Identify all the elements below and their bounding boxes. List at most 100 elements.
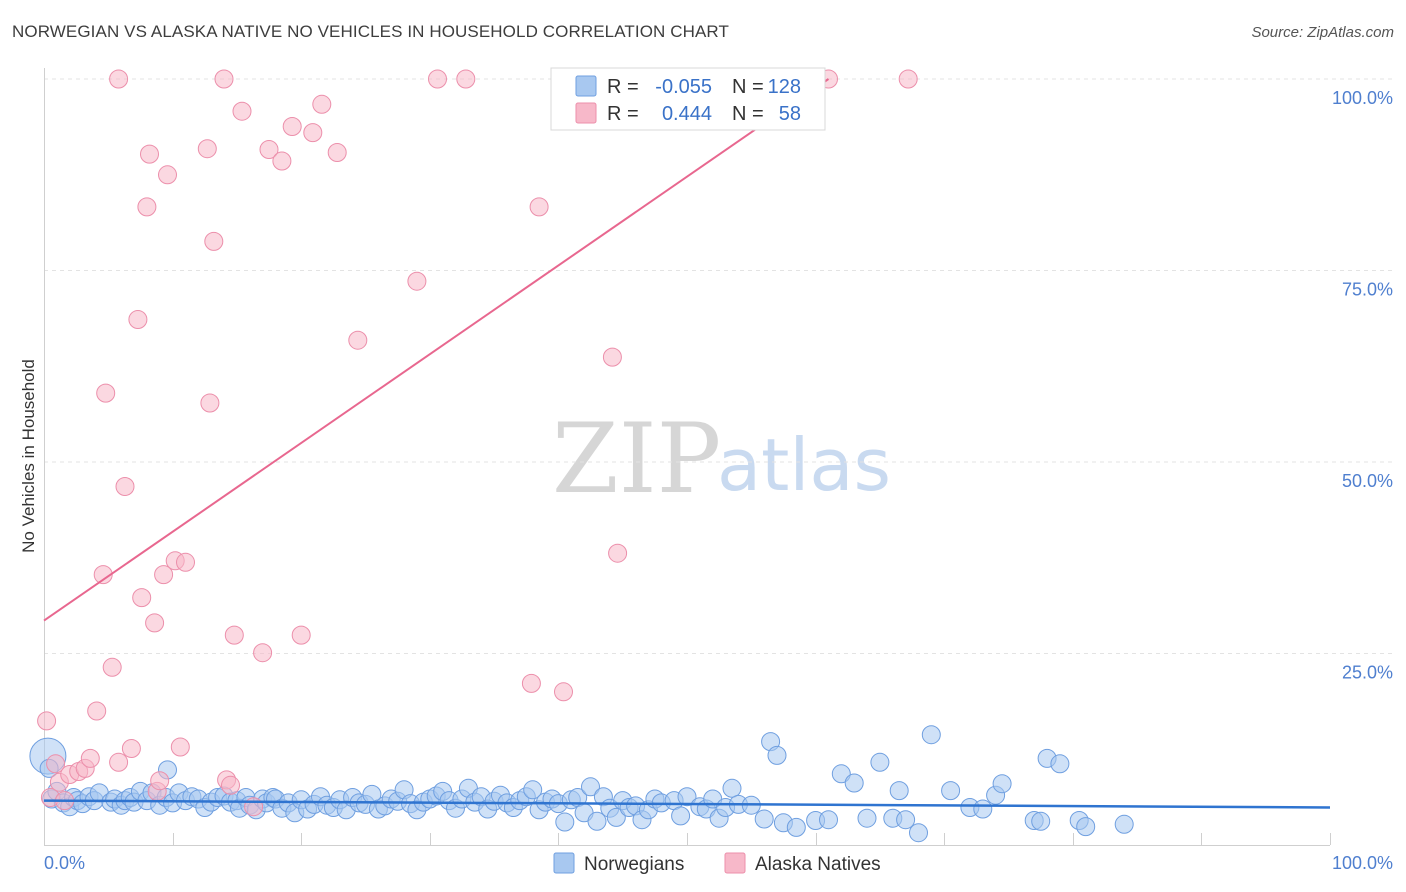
alaska-native-point xyxy=(407,271,427,291)
norwegian-point xyxy=(973,799,993,819)
norwegian-point xyxy=(677,787,697,807)
y-tick-labels: 25.0% 50.0% 75.0% 100.0% xyxy=(1332,88,1393,683)
alaska-native-point xyxy=(197,139,217,159)
bottom-legend-label-norwegians: Norwegians xyxy=(584,854,684,875)
alaska-native-point xyxy=(312,94,332,114)
trend-line-norwegians xyxy=(43,799,1331,809)
alaska-native-point xyxy=(221,775,240,795)
norwegian-point xyxy=(941,781,961,801)
alaska-native-point xyxy=(898,69,918,89)
alaska-native-point xyxy=(132,588,152,608)
alaska-native-point xyxy=(158,165,177,185)
norwegian-point xyxy=(831,764,851,784)
alaska-native-point xyxy=(87,701,107,721)
alaska-native-point xyxy=(282,117,302,136)
y-tick-label-75: 75.0% xyxy=(1342,280,1393,300)
norwegian-point xyxy=(921,725,941,745)
alaska-native-point xyxy=(303,123,323,143)
norwegian-point xyxy=(555,812,575,832)
norwegian-point xyxy=(1114,814,1134,834)
alaska-native-point xyxy=(204,231,224,251)
alaska-native-point xyxy=(115,477,135,496)
alaska-native-point xyxy=(145,613,165,633)
alaska-native-point xyxy=(154,565,174,585)
alaska-native-point xyxy=(608,543,628,563)
alaska-native-point xyxy=(428,69,447,89)
legend-n-value-norwegians: 128 xyxy=(768,76,801,98)
bottom-legend-swatch-norwegians xyxy=(553,852,575,874)
x-axis-tick-marks xyxy=(44,833,1331,845)
legend-swatch-alaska-natives xyxy=(575,102,597,124)
alaska-native-point xyxy=(170,737,190,757)
norwegian-point xyxy=(909,823,928,843)
legend-n-value-alaska-natives: 58 xyxy=(779,103,801,125)
legend-r-value-alaska-natives: 0.444 xyxy=(662,103,712,125)
norwegian-point xyxy=(767,745,787,765)
norwegian-point xyxy=(870,752,890,772)
alaska-native-point xyxy=(176,552,195,572)
watermark-atlas: atlas xyxy=(717,423,891,507)
norwegian-point xyxy=(671,806,691,826)
alaska-native-point xyxy=(291,625,311,645)
norwegian-point xyxy=(819,810,838,830)
y-axis-title: No Vehicles in Household xyxy=(19,359,38,553)
norwegian-point xyxy=(754,809,774,829)
legend-n-label-alaska-natives: N = xyxy=(732,103,764,125)
alaska-native-point xyxy=(327,143,347,162)
alaska-native-point xyxy=(102,657,122,677)
alaska-native-point xyxy=(521,673,541,693)
series-norwegians xyxy=(29,725,1134,843)
alaska-native-point xyxy=(253,643,273,663)
legend-r-label-norwegians: R = xyxy=(607,76,639,98)
series-alaska-natives xyxy=(37,69,918,817)
bottom-legend: Norwegians Alaska Natives xyxy=(553,852,881,875)
chart-title: NORWEGIAN VS ALASKA NATIVE NO VEHICLES I… xyxy=(12,22,729,41)
alaska-native-point xyxy=(259,140,279,159)
alaska-native-point xyxy=(456,69,476,89)
alaska-native-point xyxy=(200,393,220,413)
alaska-native-point xyxy=(46,754,66,774)
legend-r-value-norwegians: -0.055 xyxy=(655,76,712,98)
norwegian-point xyxy=(606,807,626,827)
norwegian-point xyxy=(587,811,607,831)
alaska-native-point xyxy=(232,101,252,121)
alaska-native-point xyxy=(272,151,292,171)
legend-r-label-alaska-natives: R = xyxy=(607,103,639,125)
trend-line-alaska-natives xyxy=(43,78,830,622)
watermark: ZIP atlas xyxy=(552,403,891,515)
alaska-native-point xyxy=(121,739,141,758)
y-tick-label-25: 25.0% xyxy=(1342,663,1393,683)
norwegian-point xyxy=(1076,817,1096,837)
bottom-legend-swatch-alaska-natives xyxy=(724,852,746,874)
legend: R = -0.055 N = 128 R = 0.444 N = 58 xyxy=(550,67,826,131)
alaska-native-point xyxy=(602,347,622,367)
x-tick-label-max: 100.0% xyxy=(1332,853,1393,873)
alaska-native-point xyxy=(224,625,244,645)
legend-box xyxy=(550,67,826,131)
alaska-native-point xyxy=(137,197,157,217)
alaska-native-point xyxy=(529,197,549,217)
watermark-zip: ZIP xyxy=(552,403,721,515)
norwegian-point xyxy=(889,781,909,801)
norwegian-point xyxy=(523,780,543,800)
legend-swatch-norwegians xyxy=(575,75,597,97)
alaska-native-point xyxy=(80,748,100,768)
norwegian-point xyxy=(786,817,806,837)
legend-n-label-norwegians: N = xyxy=(732,76,764,98)
alaska-native-point xyxy=(96,383,116,403)
bottom-legend-label-alaska-natives: Alaska Natives xyxy=(755,854,881,875)
norwegian-point xyxy=(857,808,877,828)
norwegian-point xyxy=(1050,754,1070,774)
norwegian-point xyxy=(1031,811,1051,831)
norwegian-point xyxy=(896,810,916,830)
gridlines xyxy=(44,78,1392,654)
norwegian-point xyxy=(581,777,600,797)
x-tick-label-min: 0.0% xyxy=(44,853,85,873)
alaska-native-point xyxy=(214,69,234,89)
alaska-native-point xyxy=(140,144,159,164)
alaska-native-point xyxy=(128,310,148,329)
alaska-native-point xyxy=(109,752,129,772)
y-tick-label-50: 50.0% xyxy=(1342,471,1393,491)
alaska-native-point xyxy=(37,711,57,731)
